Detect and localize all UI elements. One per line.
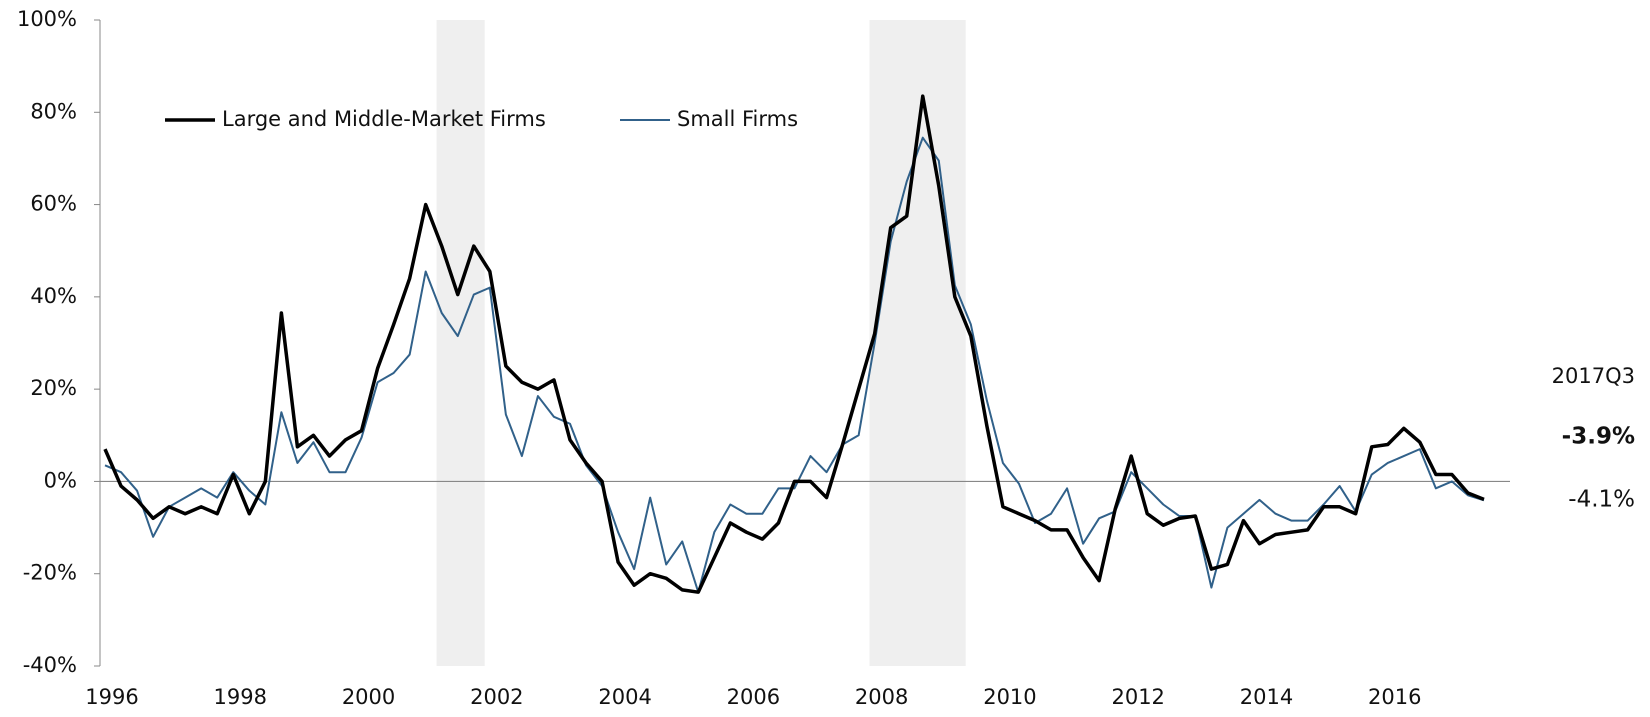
end-value-label: -4.1% bbox=[1568, 487, 1635, 513]
y-tick-label: 80% bbox=[30, 99, 77, 123]
x-tick-label: 1998 bbox=[214, 685, 267, 709]
y-tick-label: 40% bbox=[30, 284, 77, 308]
y-tick-label: 20% bbox=[30, 376, 77, 400]
x-tick-label: 2002 bbox=[470, 685, 523, 709]
x-tick-label: 2006 bbox=[727, 685, 780, 709]
x-tick-label: 2014 bbox=[1240, 685, 1293, 709]
series-line bbox=[103, 94, 1485, 594]
y-tick-label: 60% bbox=[30, 192, 77, 216]
y-tick-label: 100% bbox=[17, 7, 77, 31]
x-tick-label: 2016 bbox=[1368, 685, 1421, 709]
x-tick-label: 2010 bbox=[983, 685, 1036, 709]
recession-band bbox=[436, 20, 485, 666]
end-value-label: -3.9% bbox=[1562, 424, 1635, 450]
x-tick-label: 2012 bbox=[1111, 685, 1164, 709]
x-tick-label: 2000 bbox=[342, 685, 395, 709]
series-line bbox=[104, 136, 1485, 594]
y-tick-label: -40% bbox=[23, 653, 77, 677]
y-tick-label: -20% bbox=[23, 561, 77, 585]
x-tick-label: 2008 bbox=[855, 685, 908, 709]
annotation: 2017Q3 bbox=[1552, 364, 1635, 388]
y-tick-label: 0% bbox=[44, 468, 77, 492]
legend-label: Large and Middle-Market Firms bbox=[222, 107, 546, 131]
legend-label: Small Firms bbox=[677, 107, 798, 131]
recession-band bbox=[869, 20, 966, 666]
x-tick-label: 1996 bbox=[85, 685, 138, 709]
x-tick-label: 2004 bbox=[598, 685, 651, 709]
